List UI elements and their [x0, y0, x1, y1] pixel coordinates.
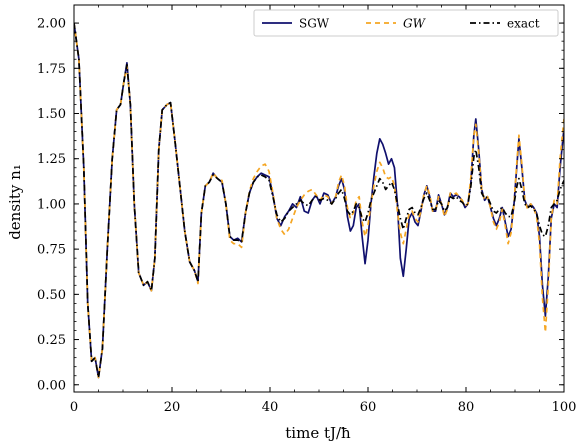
y-tick-label: 0.75: [37, 243, 66, 258]
y-tick-label: 2.00: [37, 17, 66, 32]
x-tick-label: 40: [262, 400, 279, 415]
x-tick-label: 0: [70, 400, 78, 415]
series-line-gw: [74, 22, 564, 379]
x-axis-label: time tJ/ħ: [285, 424, 351, 442]
x-tick-label: 100: [552, 400, 577, 415]
series-line-exact: [74, 22, 564, 379]
y-tick-label: 0.50: [37, 288, 66, 303]
legend-label-gw: GW: [403, 17, 427, 31]
legend-label-exact: exact: [507, 17, 540, 31]
x-tick-label: 60: [360, 400, 377, 415]
series-layer: [74, 22, 564, 379]
x-tick-label: 80: [458, 400, 475, 415]
y-tick-label: 1.25: [37, 152, 66, 167]
legend-label-sgw: SGW: [299, 17, 330, 31]
legend: SGW GW exact: [253, 9, 559, 37]
y-tick-label: 1.75: [37, 62, 66, 77]
plot-frame: [73, 4, 565, 393]
y-tick-label: 0.00: [37, 378, 66, 393]
y-tick-label: 0.25: [37, 333, 66, 348]
legend-box: [253, 9, 559, 37]
y-axis-label: density n₁: [6, 164, 24, 240]
y-tick-label: 1.00: [37, 197, 66, 212]
x-tick-label: 20: [164, 400, 181, 415]
ticks-layer: 0 20 40 60 80 100 0.00 0.25 0.50 0.75 1.00 1.25 1.50…: [37, 5, 576, 415]
y-tick-label: 1.50: [37, 107, 66, 122]
